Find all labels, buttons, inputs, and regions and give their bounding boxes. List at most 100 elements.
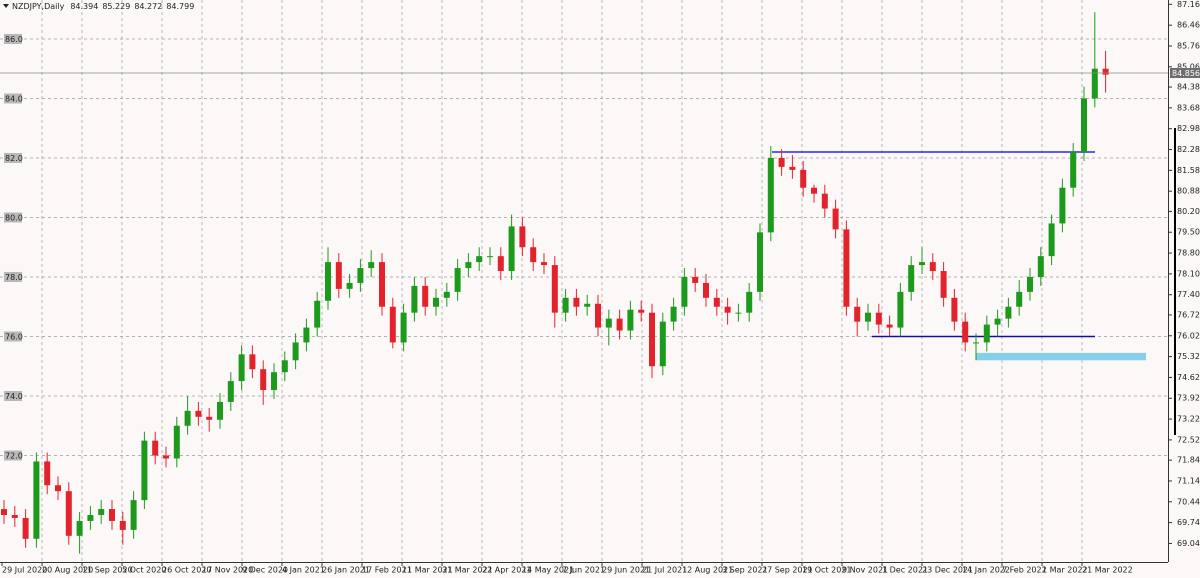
candle-body [832, 208, 839, 230]
candle-body [281, 360, 288, 373]
candle-body [217, 401, 223, 420]
support-zone [976, 352, 1146, 361]
level-label: 84.0 [5, 94, 23, 103]
candle-body [368, 262, 375, 269]
candle-body [260, 369, 267, 391]
candle-body [703, 282, 709, 298]
candle-body [11, 514, 18, 518]
candle-body [335, 262, 342, 289]
chart-header: NZDJPY,Daily 84.394 85.229 84.272 84.799 [12, 2, 194, 11]
candle-body [292, 342, 299, 361]
level-label-box [4, 33, 22, 44]
candle-body [303, 327, 310, 343]
candle-body [487, 256, 493, 258]
candle-body [1016, 291, 1023, 307]
candle-body [767, 157, 774, 233]
candle-body [454, 268, 461, 292]
y-tick-label: 69.744 [1177, 518, 1200, 527]
level-label-box [4, 212, 22, 223]
symbol: NZDJPY,Daily [12, 2, 65, 11]
level-label-box [4, 271, 22, 282]
candle-body [443, 291, 450, 298]
candle-body [206, 416, 213, 420]
y-tick-label: 83.684 [1177, 103, 1200, 112]
x-tick-label: 26 Oct 2020 [162, 566, 211, 575]
level-label: 78.0 [5, 273, 23, 282]
candle-body [541, 262, 547, 266]
candle-body [551, 265, 558, 313]
candle-body [184, 410, 191, 426]
candle-body [173, 425, 180, 459]
x-tick-label: 11 Mar 2021 [402, 566, 453, 575]
candle-body [55, 485, 61, 492]
y-tick-label: 69.044 [1177, 539, 1200, 548]
x-tick-label: 7 Feb 2022 [1002, 566, 1047, 575]
y-tick-label: 87.164 [1177, 0, 1200, 9]
x-tick-label: 9 Dec 2020 [242, 566, 288, 575]
candle-body [109, 509, 115, 521]
candle-body [497, 256, 504, 272]
y-tick-label: 82.984 [1177, 124, 1200, 133]
candle-body [638, 309, 645, 313]
candle-body [746, 291, 753, 313]
candle-body [886, 324, 893, 328]
candle-body [465, 262, 472, 269]
x-tick-label: 17 Feb 2021 [362, 566, 412, 575]
candle-body [973, 342, 979, 344]
candle-body [1102, 68, 1109, 75]
candle-body [389, 306, 396, 343]
candle-body [379, 262, 385, 307]
candle-body [1037, 256, 1044, 277]
candle-body [897, 291, 904, 328]
candle-body [908, 265, 915, 292]
current-price-box [1170, 68, 1200, 79]
level-label: 72.0 [5, 451, 23, 460]
y-tick-label: 82.284 [1177, 145, 1200, 154]
x-tick-label: 21 Mar 2022 [1082, 566, 1133, 575]
y-tick-label: 72.524 [1177, 435, 1200, 444]
candle-body [22, 517, 29, 539]
y-tick-label: 80.884 [1177, 187, 1200, 196]
candle-body [152, 440, 159, 456]
candle-body [33, 461, 40, 539]
y-tick-label: 78.104 [1177, 269, 1200, 278]
candle-body [400, 312, 407, 343]
candle-body [649, 312, 655, 367]
x-tick-label: 12 Aug 2021 [682, 566, 733, 575]
candle-body [713, 297, 720, 307]
candle-body [98, 509, 105, 515]
header-low: 84.272 [134, 2, 162, 11]
candle-body [811, 187, 817, 194]
y-tick-label: 73.224 [1177, 415, 1200, 424]
candle-body [130, 500, 137, 530]
x-tick-label: 22 Apr 2021 [482, 566, 531, 575]
header-high: 85.229 [102, 2, 130, 11]
candle-body [76, 520, 83, 536]
candle-body [940, 271, 947, 298]
x-tick-label: 5 Oct 2020 [122, 566, 166, 575]
candle-body [670, 306, 677, 322]
candle-body [1027, 276, 1033, 292]
candle-body [605, 318, 612, 328]
y-tick-label: 76.724 [1177, 310, 1200, 319]
candle-body [994, 318, 1001, 325]
y-tick-label: 78.804 [1177, 249, 1200, 258]
y-tick-label: 75.324 [1177, 352, 1200, 361]
candle-body [595, 303, 601, 328]
candle-body [433, 297, 439, 307]
candle-body [1070, 152, 1077, 188]
candle-body [65, 491, 72, 536]
y-tick-label: 85.764 [1177, 41, 1200, 50]
candle-body [562, 297, 569, 313]
candle-body [962, 321, 969, 343]
candle-body [119, 520, 126, 530]
candle-body [476, 256, 483, 263]
level-label-box [4, 450, 22, 461]
candle-body [325, 262, 331, 301]
y-tick-label: 73.924 [1177, 394, 1200, 403]
candle-body [195, 410, 202, 417]
y-tick-label: 71.144 [1177, 476, 1200, 485]
x-tick-label: 23 Dec 2021 [922, 566, 973, 575]
